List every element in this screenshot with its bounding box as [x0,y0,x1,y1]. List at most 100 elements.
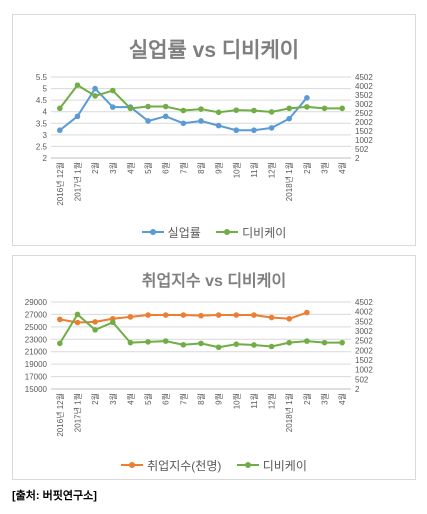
legend-swatch [236,462,259,468]
legend-item-unemployment: 실업률 [141,224,201,241]
legend-label: 디비케이 [262,458,307,473]
right-tick-label: 1002 [355,366,373,375]
data-point [286,105,293,112]
right-tick-label: 3502 [355,317,373,326]
data-point [92,327,98,333]
left-tick-label: 25000 [25,323,48,332]
left-tick-label: 3.5 [36,119,48,128]
legend-label: 취업지수(천명) [147,458,222,473]
right-tick-label: 3002 [355,100,373,109]
category-label: 10월 [231,393,241,409]
left-tick-label: 4.5 [36,96,48,105]
employment-plot: 15000 17000 19000 21000 23000 25000 27000 29000… [25,298,374,437]
data-point [198,118,204,124]
right-tick-label: 1002 [355,136,373,145]
data-point [233,312,240,318]
category-label: 3월 [320,393,330,405]
category-label: 2월 [90,393,100,405]
legend-item-employment: 취업지수(천명) [121,457,221,474]
data-point [57,105,63,112]
category-label: 2월 [302,162,312,174]
data-point [286,115,293,122]
data-point [198,106,204,112]
right-tick-label: 502 [355,145,369,154]
left-tick-label: 17000 [25,373,48,382]
right-tick-label: 2 [355,154,360,163]
data-point [198,340,204,347]
data-point [233,127,240,134]
legend-item-dbk: 디비케이 [236,457,307,474]
left-tick-label: 5.5 [36,73,48,82]
data-point [304,309,310,316]
right-tick-label: 4002 [355,308,373,317]
data-point [109,87,116,94]
data-point [127,339,134,346]
right-tick-label: 2 [355,385,360,394]
data-point [198,312,204,319]
right-tick-label: 2002 [355,118,373,127]
right-tick-label: 3502 [355,91,373,100]
right-tick-label: 4502 [355,298,373,307]
category-label: 2월 [90,162,100,174]
unemployment-plot: 22.533.544.555.5250210021502200225023002… [36,73,373,206]
data-point [215,312,222,318]
data-point [57,127,63,134]
data-point [145,312,151,318]
category-label: 2018년 1월 [284,393,294,432]
category-label: 2017년 1월 [72,393,82,432]
data-point [321,339,328,346]
data-point [109,319,116,326]
legend-label: 디비케이 [242,225,287,240]
left-tick-label: 2.5 [36,142,48,151]
legend-swatch [141,229,164,235]
data-point [304,95,310,101]
data-point [109,104,116,110]
category-label: 3월 [320,162,330,174]
data-point [74,82,81,88]
category-label: 2016년 12월 [55,393,65,437]
data-point [233,107,240,113]
category-label: 12월 [267,162,277,178]
data-point [215,122,222,129]
category-label: 2016년 12월 [55,162,65,206]
unemployment-chart: 실업률 vs 디비케이 2 2.5 3 3.5 4 4.5 5 5.5 2 502 1002 1502… [12,14,416,246]
category-label: 4월 [337,162,347,174]
category-label: 2017년 1월 [72,162,82,201]
left-tick-label: 19000 [25,360,48,369]
category-label: 11월 [249,162,259,178]
right-tick-label: 2502 [355,109,373,118]
category-label: 9월 [214,162,224,174]
data-point [339,339,345,346]
data-point [162,113,169,120]
left-tick-label: 2 [43,154,48,163]
data-point [251,312,257,318]
data-point [74,319,81,326]
left-tick-label: 15000 [25,385,48,394]
legend-label: 실업률 [167,225,201,240]
left-tick-label: 23000 [25,335,48,344]
legend-item-dbk: 디비케이 [216,224,286,241]
data-point [268,125,275,131]
category-label: 10월 [231,162,241,178]
category-label: 3월 [108,162,118,174]
left-tick-label: 4 [43,108,48,117]
category-label: 7월 [178,393,188,405]
right-tick-label: 2502 [355,337,373,346]
data-point [251,107,257,114]
right-tick-label: 1502 [355,356,373,365]
data-point [74,113,81,120]
data-point [92,85,98,92]
category-label: 11월 [249,393,259,409]
category-label: 4월 [125,393,135,405]
data-point [180,312,187,318]
left-tick-label: 5 [43,85,48,94]
data-point [180,107,187,114]
category-label: 9월 [214,393,224,405]
data-point [286,315,293,322]
left-tick-label: 29000 [25,298,48,307]
right-tick-label: 1502 [355,127,373,136]
data-point [286,339,293,346]
data-point [233,341,240,347]
data-point [57,340,63,347]
data-point [339,105,345,112]
